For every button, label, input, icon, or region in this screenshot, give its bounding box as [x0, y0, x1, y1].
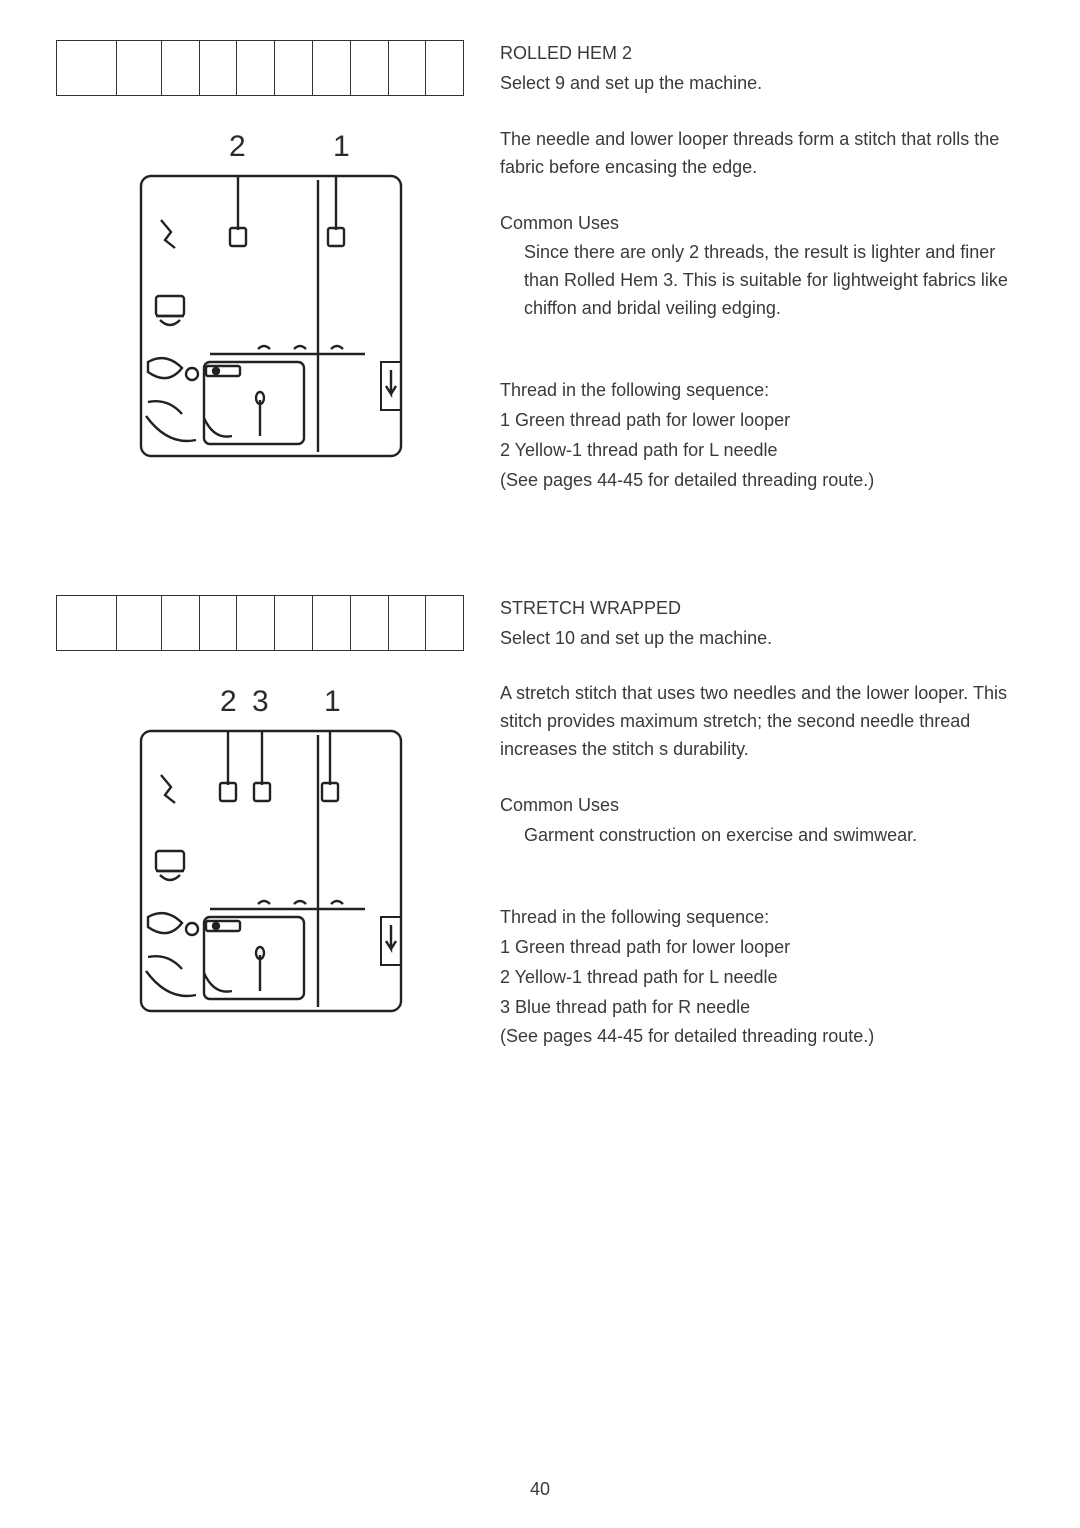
diagram-label-1: 1 [324, 685, 341, 719]
sequence-step: 2 Yellow-1 thread path for L needle [500, 964, 1030, 992]
settings-table [56, 40, 464, 96]
sequence-note: (See pages 44-45 for detailed threading … [500, 1023, 1030, 1051]
use-item: Since there are only 2 threads, the resu… [500, 239, 1030, 323]
sequence-step: 2 Yellow-1 thread path for L needle [500, 437, 1030, 465]
description: A stretch stitch that uses two needles a… [500, 680, 1030, 764]
diagram-label-2: 2 [229, 130, 246, 164]
sequence-step: 3 Blue thread path for R needle [500, 994, 1030, 1022]
section-title: STRETCH WRAPPED [500, 595, 1030, 623]
sequence-step: 1 Green thread path for lower looper [500, 934, 1030, 962]
sequence-intro: Thread in the following sequence: [500, 377, 1030, 405]
description: The needle and lower looper threads form… [500, 126, 1030, 182]
settings-table [56, 595, 464, 651]
diagram-label-1: 1 [333, 130, 350, 164]
page-number: 40 [530, 1479, 550, 1500]
sequence-intro: Thread in the following sequence: [500, 904, 1030, 932]
section-rolled-hem-2: 2 1 [50, 40, 1030, 495]
section-title: ROLLED HEM 2 [500, 40, 1030, 68]
select-line: Select 9 and set up the machine. [500, 70, 1030, 98]
sequence-note: (See pages 44-45 for detailed threading … [500, 467, 1030, 495]
right-column: ROLLED HEM 2 Select 9 and set up the mac… [500, 40, 1030, 495]
threading-diagram: 2 1 [50, 166, 470, 481]
diagram-label-2: 2 [220, 685, 237, 719]
page: 2 1 [50, 40, 1030, 1051]
common-uses-head: Common Uses [500, 210, 1030, 238]
sequence-step: 1 Green thread path for lower looper [500, 407, 1030, 435]
threading-diagram-svg [86, 166, 416, 476]
common-uses-head: Common Uses [500, 792, 1030, 820]
select-line: Select 10 and set up the machine. [500, 625, 1030, 653]
threading-diagram: 2 3 1 [50, 721, 470, 1036]
threading-diagram-svg [86, 721, 416, 1031]
left-column: 2 1 [50, 40, 470, 495]
right-column: STRETCH WRAPPED Select 10 and set up the… [500, 595, 1030, 1052]
diagram-label-3: 3 [252, 685, 269, 719]
left-column: 2 3 1 [50, 595, 470, 1052]
use-item: Garment construction on exercise and swi… [500, 822, 1030, 850]
section-stretch-wrapped: 2 3 1 [50, 595, 1030, 1052]
